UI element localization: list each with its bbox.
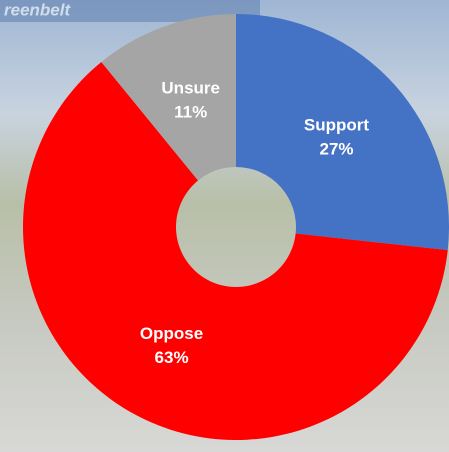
slice-value-label: 27%: [319, 139, 353, 158]
donut: Support 27% Oppose 63% Unsure 11%: [22, 14, 449, 441]
donut-slice: [22, 61, 448, 441]
slice-label: Support: [304, 115, 369, 134]
sign-text: reenbelt: [4, 0, 71, 19]
slice-label: Oppose: [140, 324, 203, 343]
sign: [0, 0, 260, 22]
slice-label: Unsure: [161, 78, 220, 97]
slice-value-label: 11%: [174, 102, 207, 121]
donut-slice: [101, 14, 236, 181]
donut-slice: [236, 14, 449, 251]
slice-value-label: 63%: [155, 348, 189, 367]
